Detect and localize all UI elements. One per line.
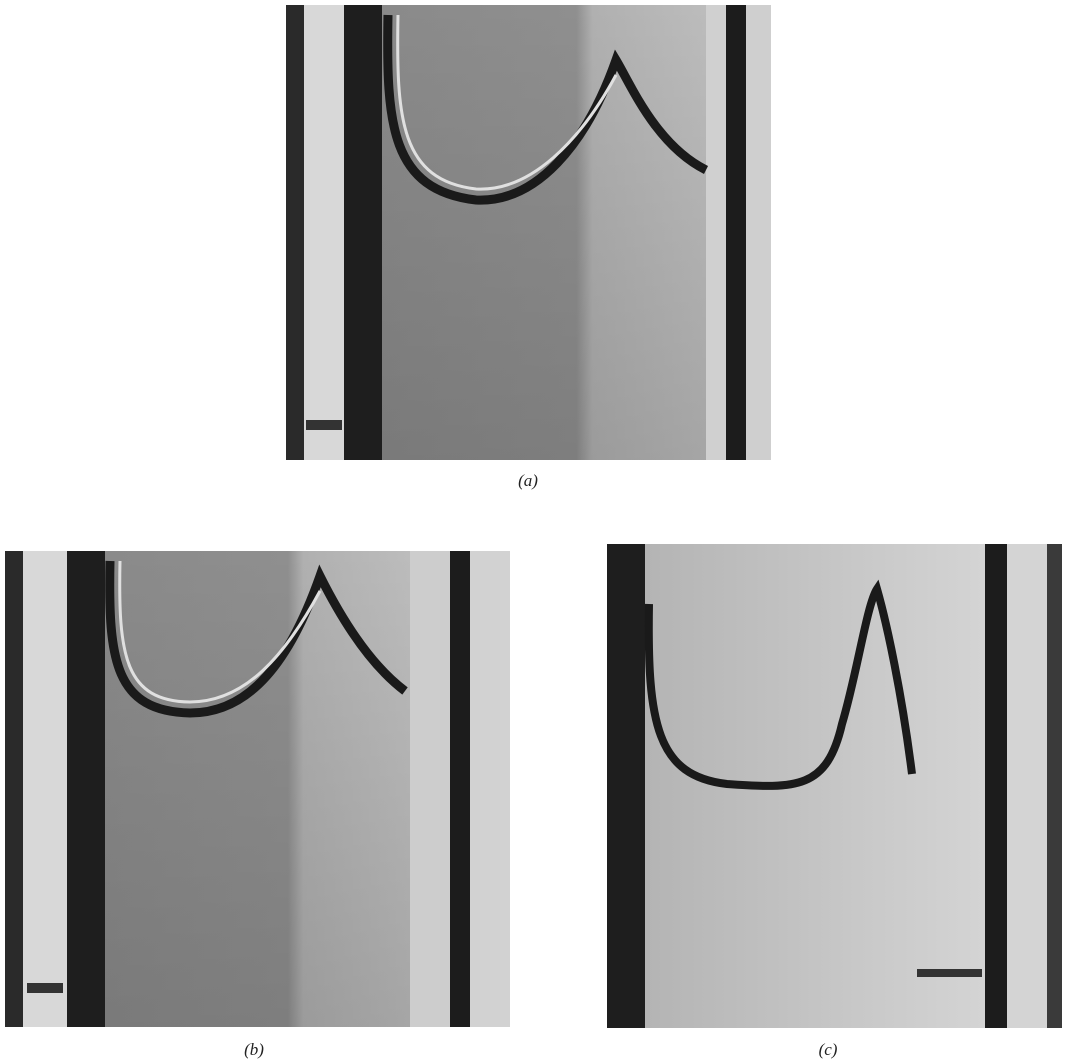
- figure: (a) (b) (c): [0, 0, 1069, 1063]
- panel-label: (a): [518, 471, 538, 490]
- photo-b: [5, 551, 510, 1027]
- photo-c: [607, 544, 1062, 1028]
- photo-a: [286, 5, 771, 460]
- page: (a) (b) (c) (() => { const data = JSON.p…: [0, 0, 1069, 1063]
- panel-label: (c): [819, 1040, 838, 1059]
- panel-label: (b): [244, 1040, 264, 1059]
